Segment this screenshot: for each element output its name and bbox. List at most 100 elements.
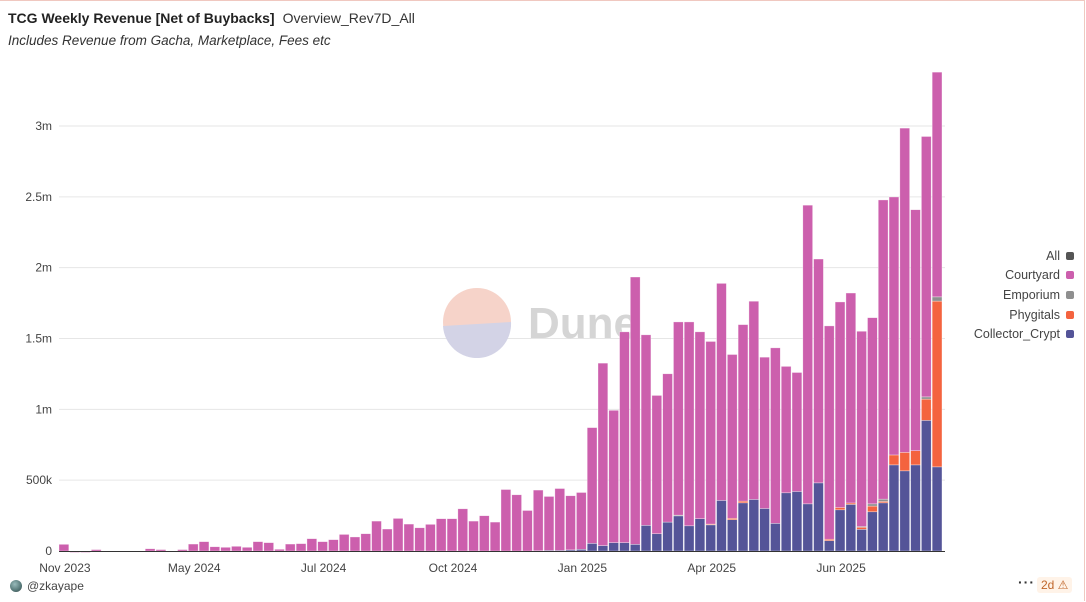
bar-courtyard[interactable] [727,354,738,519]
bar-courtyard[interactable] [662,373,673,523]
bar-courtyard[interactable] [683,321,695,527]
bar-courtyard[interactable] [586,427,598,544]
bar-courtyard[interactable] [435,518,447,552]
bar-courtyard[interactable] [198,541,210,552]
bar-courtyard[interactable] [705,341,716,525]
bar-courtyard[interactable] [780,366,792,494]
bar-phygitals[interactable] [931,300,943,468]
bar-courtyard[interactable] [263,542,274,552]
bar-collector-crypt[interactable] [705,524,716,552]
bar-collector-crypt[interactable] [877,502,889,552]
legend-item-all[interactable]: All [974,246,1074,266]
bar-collector-crypt[interactable] [931,466,943,552]
bar-phygitals[interactable] [899,452,910,472]
legend-item-phygitals[interactable]: Phygitals [974,305,1074,325]
bar-courtyard[interactable] [867,317,878,505]
bar-courtyard[interactable] [791,372,803,492]
bar-collector-crypt[interactable] [694,518,706,552]
bar-courtyard[interactable] [285,543,296,552]
bar-courtyard[interactable] [414,527,425,552]
bar-collector-crypt[interactable] [770,523,781,552]
bar-courtyard[interactable] [220,547,231,552]
bar-courtyard[interactable] [306,538,318,552]
bar-courtyard[interactable] [328,539,339,552]
bar-courtyard[interactable] [489,521,501,552]
bar-courtyard[interactable] [231,546,242,552]
bar-courtyard[interactable] [382,528,393,552]
bar-courtyard[interactable] [209,546,221,552]
author-name[interactable]: @zkayape [27,579,84,593]
bar-courtyard[interactable] [576,492,587,550]
bar-courtyard[interactable] [392,518,404,552]
bar-courtyard[interactable] [188,543,199,552]
author[interactable]: @zkayape [10,579,84,593]
bar-courtyard[interactable] [468,520,479,552]
bar-courtyard[interactable] [694,331,706,520]
bar-courtyard[interactable] [856,330,867,527]
bar-collector-crypt[interactable] [856,529,867,552]
bar-courtyard[interactable] [759,356,770,509]
bar-courtyard[interactable] [813,258,824,484]
bar-collector-crypt[interactable] [651,533,663,552]
bar-phygitals[interactable] [888,454,900,466]
bar-emporium[interactable] [867,503,878,507]
bar-phygitals[interactable] [834,507,846,511]
bar-courtyard[interactable] [554,488,565,551]
bar-courtyard[interactable] [511,494,522,552]
bar-courtyard[interactable] [931,71,943,298]
bar-collector-crypt[interactable] [824,540,835,552]
bar-collector-crypt[interactable] [813,482,824,552]
bar-courtyard[interactable] [899,127,910,453]
bar-collector-crypt[interactable] [888,464,900,552]
bar-courtyard[interactable] [403,523,415,552]
bar-courtyard[interactable] [877,199,889,500]
bar-courtyard[interactable] [834,301,846,508]
bar-courtyard[interactable] [446,518,458,552]
bar-courtyard[interactable] [349,536,361,552]
bar-courtyard[interactable] [91,549,102,552]
bar-courtyard[interactable] [845,292,857,504]
bar-collector-crypt[interactable] [845,504,857,552]
bar-collector-crypt[interactable] [748,499,760,552]
bar-courtyard[interactable] [921,136,932,398]
bar-courtyard[interactable] [673,321,684,516]
bar-courtyard[interactable] [748,300,760,500]
bar-courtyard[interactable] [360,533,371,552]
bar-collector-crypt[interactable] [899,470,910,552]
bar-courtyard[interactable] [533,489,544,552]
bar-courtyard[interactable] [640,334,652,526]
bar-courtyard[interactable] [425,524,436,552]
bar-phygitals[interactable] [867,505,878,513]
bar-courtyard[interactable] [338,534,350,552]
legend-item-collector-crypt[interactable]: Collector_Crypt [974,324,1074,344]
bar-courtyard[interactable] [737,324,749,502]
bar-courtyard[interactable] [500,489,512,552]
bar-collector-crypt[interactable] [586,543,598,552]
bar-courtyard[interactable] [824,325,835,540]
bar-collector-crypt[interactable] [867,511,878,552]
bar-phygitals[interactable] [910,450,921,466]
bar-courtyard[interactable] [770,347,781,524]
bar-collector-crypt[interactable] [597,545,609,552]
bar-collector-crypt[interactable] [802,503,813,552]
bar-courtyard[interactable] [58,544,70,552]
bar-emporium[interactable] [921,396,932,400]
bar-courtyard[interactable] [317,541,328,552]
bar-collector-crypt[interactable] [683,525,695,552]
bar-courtyard[interactable] [457,508,468,552]
bar-courtyard[interactable] [597,362,609,546]
bar-courtyard[interactable] [608,410,619,543]
bar-collector-crypt[interactable] [737,502,749,552]
bar-courtyard[interactable] [479,515,490,552]
bar-courtyard[interactable] [910,209,921,452]
bar-emporium[interactable] [931,296,943,302]
bar-courtyard[interactable] [241,547,253,552]
bar-collector-crypt[interactable] [608,542,619,552]
bar-courtyard[interactable] [295,543,307,552]
bar-courtyard[interactable] [543,496,555,551]
bar-collector-crypt[interactable] [630,544,641,552]
bar-courtyard[interactable] [144,548,156,552]
bar-courtyard[interactable] [630,276,641,545]
legend-item-emporium[interactable]: Emporium [974,285,1074,305]
bar-courtyard[interactable] [802,204,813,505]
